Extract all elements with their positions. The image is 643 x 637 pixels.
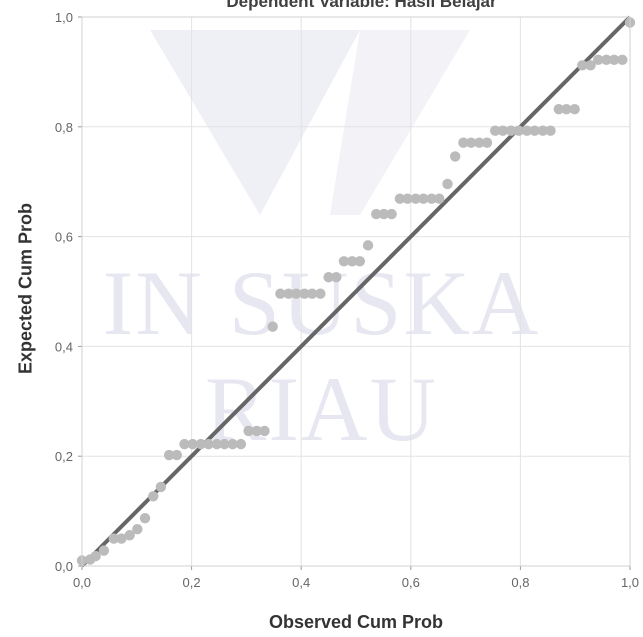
data-point: [553, 104, 564, 115]
data-point: [505, 125, 517, 136]
data-point: [362, 240, 374, 251]
data-point: [338, 256, 350, 267]
data-point: [291, 288, 302, 299]
data-points: [76, 17, 636, 566]
data-point: [394, 193, 406, 204]
data-point: [354, 256, 366, 267]
data-point: [577, 60, 588, 71]
data-point: [513, 125, 524, 136]
data-point: [418, 193, 429, 204]
data-point: [243, 425, 254, 437]
x-axis-label: Observed Cum Prob: [268, 612, 444, 632]
data-point: [108, 533, 119, 544]
x-tick-label: 0,4: [292, 575, 310, 590]
data-point: [227, 438, 238, 450]
data-point: [521, 125, 533, 136]
data-point: [139, 513, 151, 524]
data-point: [434, 193, 445, 204]
data-point: [155, 481, 167, 493]
data-point: [90, 550, 101, 562]
plot-frame: [81, 16, 631, 567]
x-tick-label: 0,0: [73, 575, 91, 590]
data-point: [442, 178, 453, 190]
chart-title: Dependent Variable: Hasil Belajar: [226, 0, 497, 11]
y-tick-label: 0,8: [55, 120, 73, 135]
data-point: [386, 208, 397, 220]
x-tick-label: 0,2: [183, 575, 201, 590]
data-point: [378, 208, 390, 220]
reference-line: [80, 15, 632, 568]
data-point: [163, 449, 175, 461]
data-point: [116, 533, 127, 544]
data-point: [537, 125, 549, 136]
data-point: [283, 288, 294, 299]
data-point: [251, 425, 263, 437]
data-point: [545, 125, 556, 136]
y-tick-label: 0,4: [55, 339, 73, 354]
data-point: [371, 208, 382, 220]
data-point: [179, 438, 190, 450]
data-point: [235, 438, 247, 450]
data-point: [98, 545, 110, 556]
data-point: [323, 272, 334, 283]
data-point: [132, 524, 143, 535]
data-point: [315, 288, 326, 299]
data-point: [195, 438, 207, 450]
data-point: [601, 54, 612, 66]
data-point: [346, 256, 358, 267]
data-point: [617, 54, 628, 66]
data-point: [458, 137, 469, 148]
data-point: [219, 438, 230, 450]
data-point: [426, 193, 437, 204]
y-tick-label: 0,2: [55, 449, 73, 464]
data-point: [402, 193, 413, 204]
data-point: [465, 137, 477, 148]
data-point: [203, 438, 214, 450]
data-point: [259, 425, 270, 437]
data-point: [608, 54, 620, 66]
data-point: [593, 54, 604, 66]
data-point: [449, 151, 461, 162]
data-point: [489, 125, 501, 136]
data-point: [124, 530, 135, 541]
data-point: [331, 272, 342, 283]
data-point: [306, 288, 318, 299]
data-point: [211, 438, 223, 450]
data-point: [497, 125, 509, 136]
data-point: [529, 125, 540, 136]
y-tick-label: 1,0: [55, 10, 73, 25]
data-point: [148, 491, 159, 502]
data-point: [481, 137, 493, 148]
data-point: [474, 137, 485, 148]
data-point: [187, 438, 198, 450]
x-tick-label: 0,6: [402, 575, 420, 590]
data-point: [299, 288, 310, 299]
y-tick-label: 0,6: [55, 230, 73, 245]
data-point: [171, 449, 183, 461]
tick-labels: 0,00,0 0,2 0,2 0,4 0,4 0,6 0,6 0,8 0,8 1,0 1,0: [55, 10, 639, 590]
x-tick-label: 0,8: [511, 575, 529, 590]
y-tick-label: 0,0: [55, 559, 73, 574]
x-tick-label: 1,0: [621, 575, 639, 590]
data-point: [585, 60, 596, 71]
data-point: [561, 104, 572, 115]
data-point: [410, 193, 421, 204]
data-point: [569, 104, 580, 115]
y-axis-label: Expected Cum Prob: [15, 202, 36, 375]
data-point: [275, 288, 286, 299]
data-point: [267, 321, 278, 332]
